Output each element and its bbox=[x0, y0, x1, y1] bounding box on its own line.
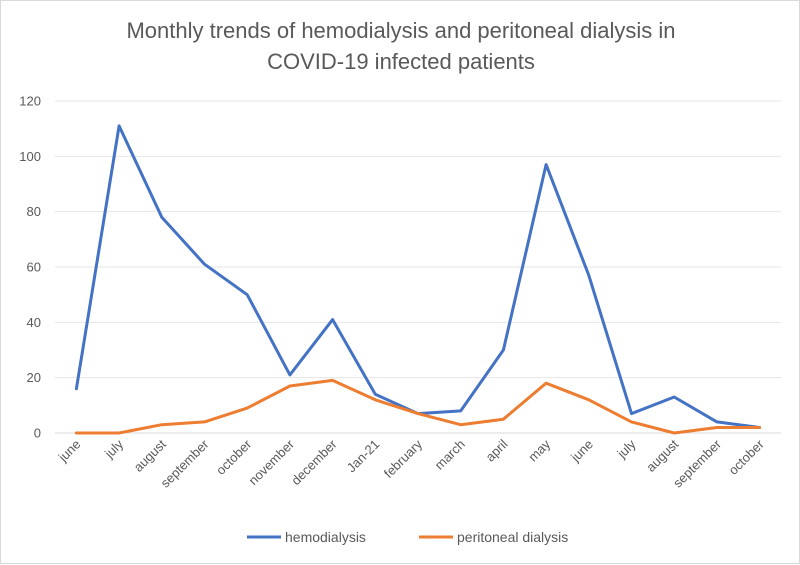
x-tick-label: march bbox=[432, 437, 468, 473]
legend-label: hemodialysis bbox=[285, 529, 366, 545]
y-tick-label: 80 bbox=[27, 204, 41, 219]
x-tick-label: june bbox=[55, 437, 84, 466]
x-tick-label: august bbox=[643, 436, 681, 474]
chart-title: Monthly trends of hemodialysis and perit… bbox=[1, 15, 800, 77]
y-tick-label: 120 bbox=[19, 94, 41, 109]
x-tick-label: may bbox=[525, 436, 553, 464]
y-tick-label: 40 bbox=[27, 315, 41, 330]
y-tick-label: 20 bbox=[27, 370, 41, 385]
x-tick-label: august bbox=[131, 436, 169, 474]
x-tick-label: july bbox=[101, 436, 126, 461]
x-tick-label: june bbox=[567, 437, 596, 466]
y-tick-label: 100 bbox=[19, 149, 41, 164]
chart-title-line-2: COVID-19 infected patients bbox=[267, 49, 535, 74]
chart-title-line-1: Monthly trends of hemodialysis and perit… bbox=[126, 18, 676, 43]
x-tick-label: april bbox=[483, 436, 511, 464]
legend-label: peritoneal dialysis bbox=[457, 529, 568, 545]
x-tick-label: Jan-21 bbox=[344, 437, 383, 476]
x-tick-label: december bbox=[288, 436, 340, 488]
y-tick-label: 60 bbox=[27, 260, 41, 275]
y-tick-label: 0 bbox=[34, 426, 41, 441]
x-tick-label: july bbox=[614, 436, 639, 461]
series-line-hemodialysis bbox=[74, 124, 762, 429]
series-line-peritoneal-dialysis bbox=[74, 378, 762, 435]
x-tick-label: october bbox=[213, 436, 255, 478]
x-tick-label: february bbox=[381, 436, 426, 481]
x-tick-label: october bbox=[725, 436, 767, 478]
